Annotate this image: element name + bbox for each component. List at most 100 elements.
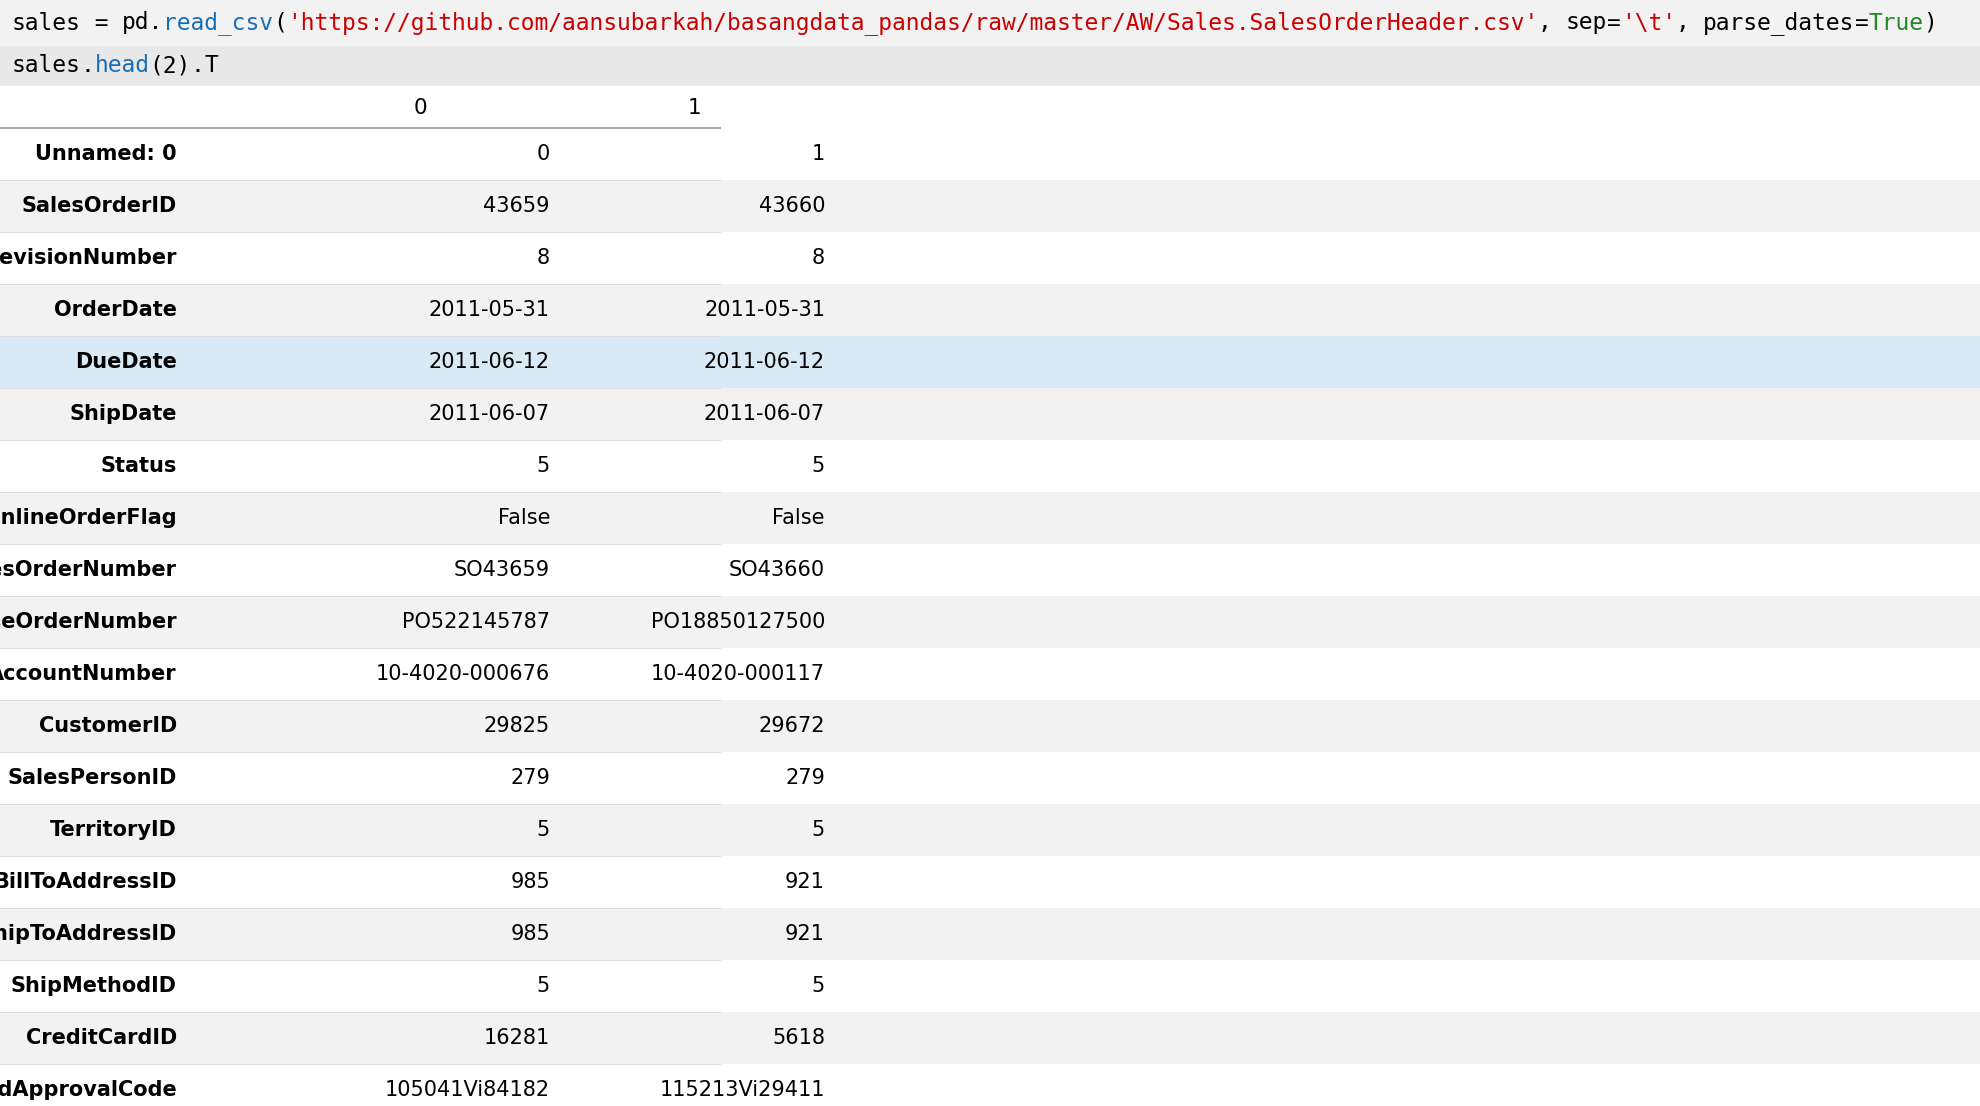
Text: sep: sep <box>1566 11 1608 34</box>
Text: =: = <box>1608 11 1622 34</box>
Text: read_csv: read_csv <box>162 11 273 35</box>
Text: 0: 0 <box>414 98 428 118</box>
Bar <box>0 180 1980 232</box>
Text: Status: Status <box>101 456 176 476</box>
Text: (: ( <box>273 11 287 34</box>
Text: 2011-05-31: 2011-05-31 <box>430 300 550 320</box>
Text: 2011-06-12: 2011-06-12 <box>430 352 550 372</box>
Text: sales: sales <box>12 11 81 34</box>
Bar <box>0 908 1980 960</box>
Text: 921: 921 <box>786 872 826 893</box>
Text: False: False <box>772 508 826 528</box>
Text: ): ) <box>1923 11 1936 34</box>
Text: 1: 1 <box>689 98 701 118</box>
Bar <box>0 492 1980 544</box>
Bar <box>0 1064 1980 1106</box>
Text: AccountNumber: AccountNumber <box>0 664 176 684</box>
Text: 1: 1 <box>812 144 826 164</box>
Bar <box>0 856 1980 908</box>
Text: True: True <box>1869 11 1923 34</box>
Text: sales: sales <box>12 54 81 77</box>
Text: CustomerID: CustomerID <box>40 716 176 735</box>
Text: 2011-06-12: 2011-06-12 <box>703 352 826 372</box>
Bar <box>0 648 1980 700</box>
Text: T: T <box>204 54 218 77</box>
Text: SalesOrderID: SalesOrderID <box>22 196 176 216</box>
Text: SO43660: SO43660 <box>729 560 826 580</box>
Text: 985: 985 <box>511 872 550 893</box>
Text: pd.: pd. <box>123 11 162 34</box>
Text: PO18850127500: PO18850127500 <box>651 612 826 632</box>
Text: CreditCardApprovalCode: CreditCardApprovalCode <box>0 1079 176 1100</box>
Text: 5: 5 <box>537 820 550 839</box>
Text: 2011-06-07: 2011-06-07 <box>430 404 550 424</box>
Bar <box>0 88 1980 128</box>
Text: 43659: 43659 <box>483 196 550 216</box>
Text: 985: 985 <box>511 924 550 945</box>
Text: CreditCardID: CreditCardID <box>26 1027 176 1048</box>
Text: 8: 8 <box>812 248 826 268</box>
Text: OrderDate: OrderDate <box>53 300 176 320</box>
Bar <box>0 440 1980 492</box>
Text: 'https://github.com/aansubarkah/basangdata_pandas/raw/master/AW/Sales.SalesOrder: 'https://github.com/aansubarkah/basangda… <box>287 11 1538 35</box>
Text: 5: 5 <box>812 975 826 997</box>
Text: BillToAddressID: BillToAddressID <box>0 872 176 893</box>
Text: 5: 5 <box>537 975 550 997</box>
Text: 16281: 16281 <box>483 1027 550 1048</box>
Text: 0: 0 <box>537 144 550 164</box>
Text: PO522145787: PO522145787 <box>402 612 550 632</box>
Text: 5: 5 <box>812 820 826 839</box>
Text: SO43659: SO43659 <box>453 560 550 580</box>
Text: 10-4020-000117: 10-4020-000117 <box>651 664 826 684</box>
Text: 2011-06-07: 2011-06-07 <box>703 404 826 424</box>
Text: 921: 921 <box>786 924 826 945</box>
Bar <box>0 960 1980 1012</box>
Bar <box>0 46 1980 86</box>
Text: 105041Vi84182: 105041Vi84182 <box>384 1079 550 1100</box>
Text: 279: 279 <box>511 768 550 787</box>
Text: ,: , <box>1675 11 1703 34</box>
Text: OnlineOrderFlag: OnlineOrderFlag <box>0 508 176 528</box>
Text: 5: 5 <box>537 456 550 476</box>
Text: ShipToAddressID: ShipToAddressID <box>0 924 176 945</box>
Text: 115213Vi29411: 115213Vi29411 <box>659 1079 826 1100</box>
Text: ,: , <box>1538 11 1566 34</box>
Text: PurchaseOrderNumber: PurchaseOrderNumber <box>0 612 176 632</box>
Text: '\t': '\t' <box>1622 11 1675 34</box>
Text: (2): (2) <box>150 54 190 77</box>
Text: Unnamed: 0: Unnamed: 0 <box>36 144 176 164</box>
Text: .: . <box>190 54 204 77</box>
Text: False: False <box>497 508 550 528</box>
Text: ShipMethodID: ShipMethodID <box>12 975 176 997</box>
Bar <box>0 128 1980 180</box>
Bar <box>0 596 1980 648</box>
Bar <box>0 544 1980 596</box>
Text: TerritoryID: TerritoryID <box>50 820 176 839</box>
Text: 10-4020-000676: 10-4020-000676 <box>376 664 550 684</box>
Text: .: . <box>81 54 95 77</box>
Text: DueDate: DueDate <box>75 352 176 372</box>
Text: 5618: 5618 <box>772 1027 826 1048</box>
Text: head: head <box>95 54 150 77</box>
Bar <box>0 232 1980 284</box>
Text: 279: 279 <box>786 768 826 787</box>
Text: 8: 8 <box>537 248 550 268</box>
Bar <box>0 284 1980 336</box>
Text: 43660: 43660 <box>758 196 826 216</box>
Text: ShipDate: ShipDate <box>69 404 176 424</box>
Bar <box>0 804 1980 856</box>
Text: 2011-05-31: 2011-05-31 <box>705 300 826 320</box>
Text: parse_dates: parse_dates <box>1703 11 1855 35</box>
Text: SalesOrderNumber: SalesOrderNumber <box>0 560 176 580</box>
Text: 5: 5 <box>812 456 826 476</box>
Text: 29825: 29825 <box>483 716 550 735</box>
Text: SalesPersonID: SalesPersonID <box>8 768 176 787</box>
Text: 29672: 29672 <box>758 716 826 735</box>
Text: =: = <box>81 11 123 34</box>
Bar <box>0 752 1980 804</box>
Text: RevisionNumber: RevisionNumber <box>0 248 176 268</box>
Bar <box>0 336 1980 388</box>
Bar <box>0 700 1980 752</box>
Text: =: = <box>1855 11 1869 34</box>
Bar <box>0 388 1980 440</box>
